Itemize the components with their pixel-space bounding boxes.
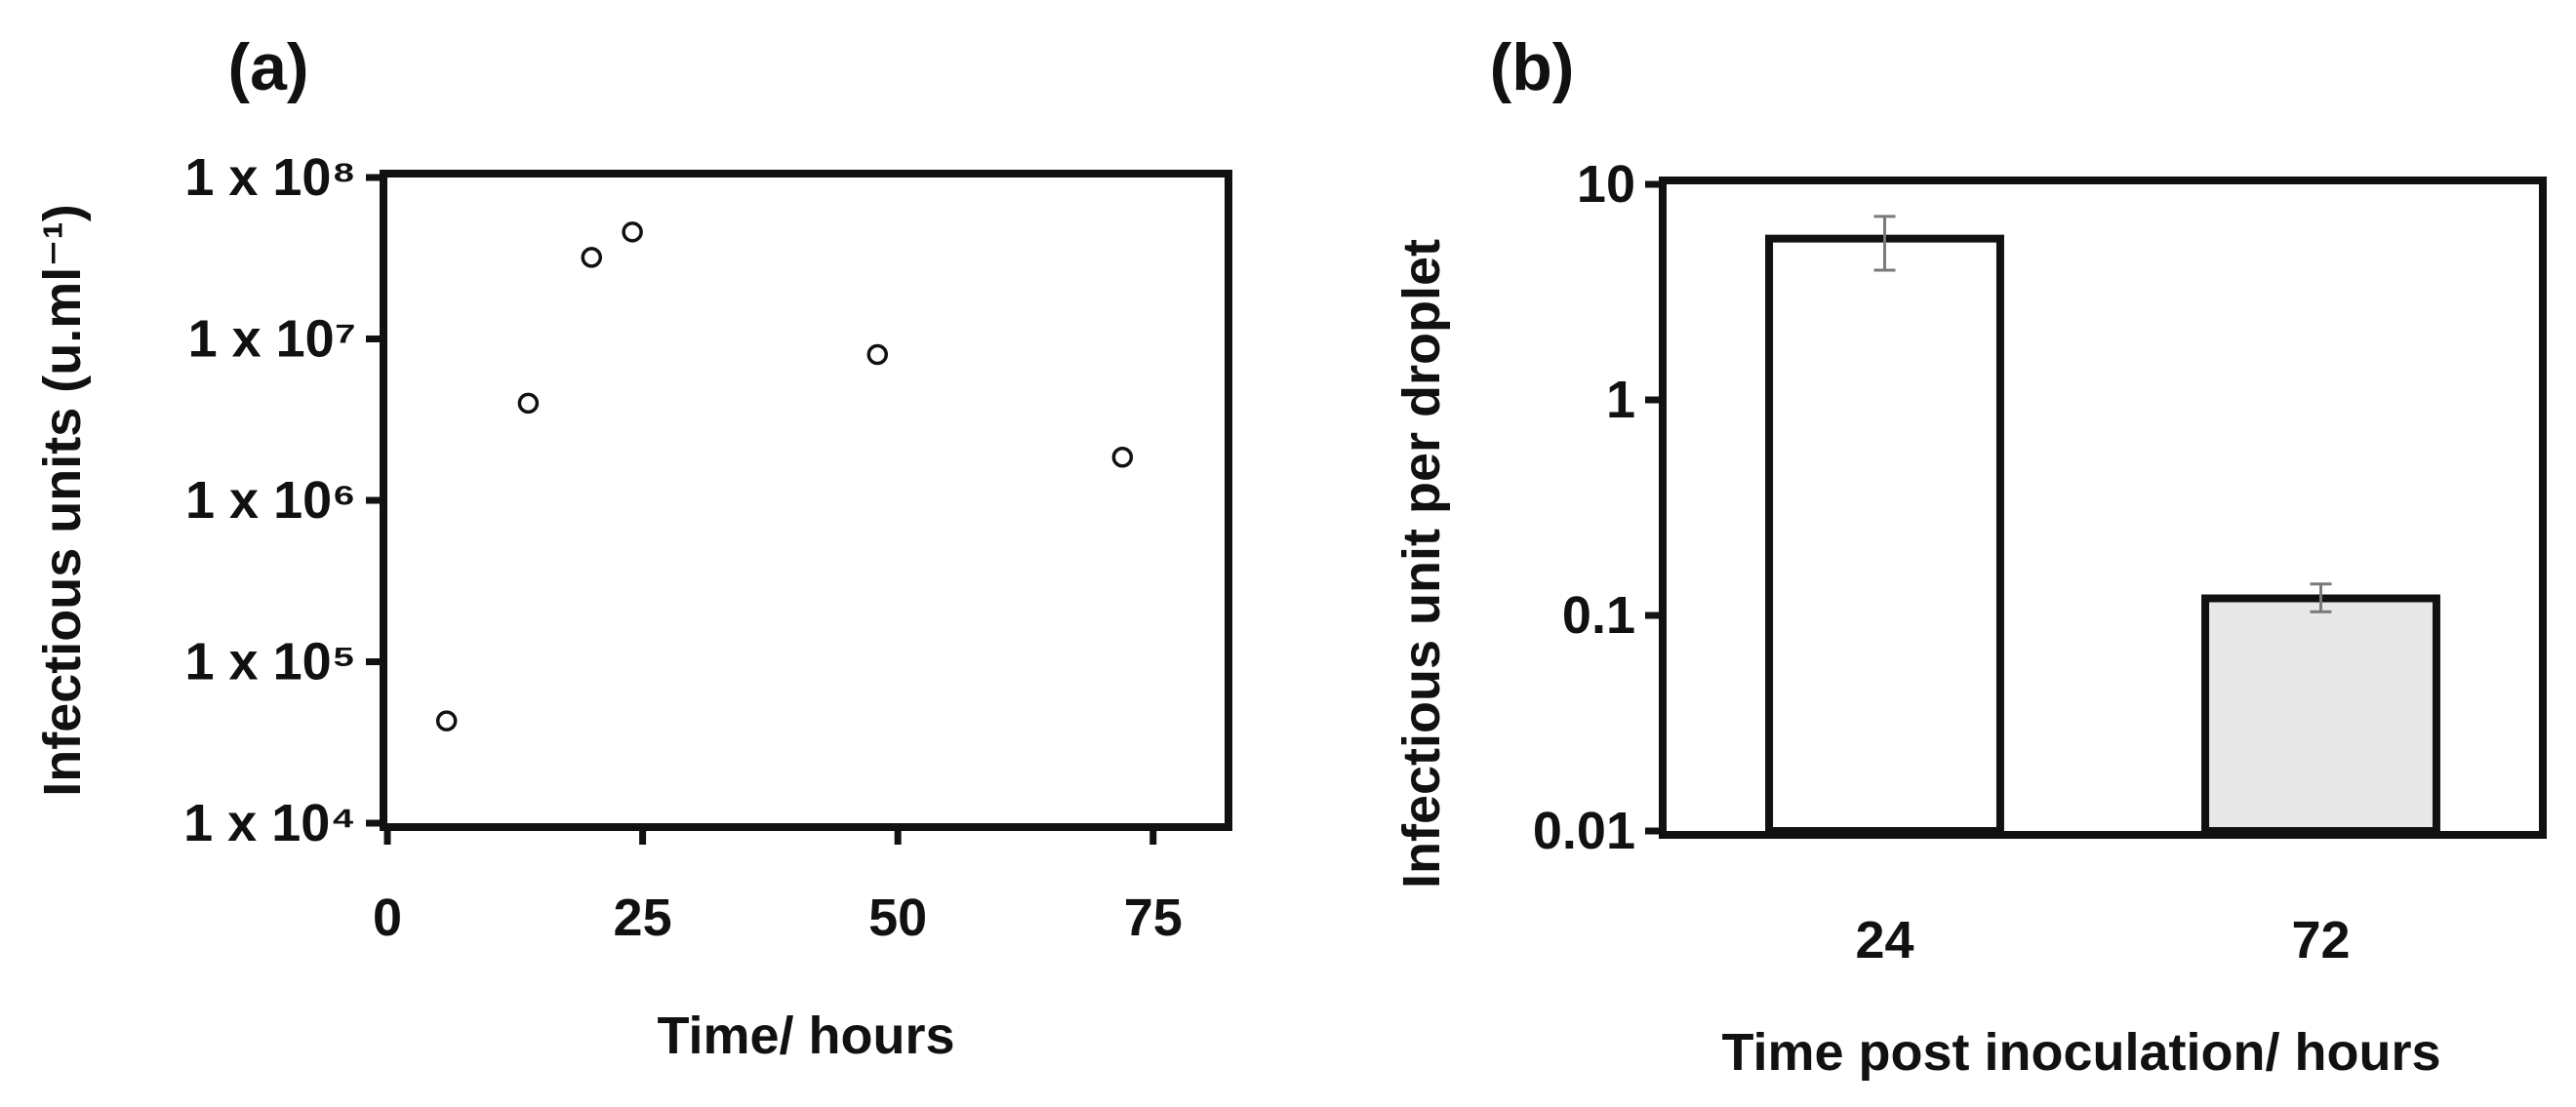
panel-a-data-point bbox=[866, 343, 888, 366]
panel-b-y-tick-label: 0.1 bbox=[1562, 586, 1635, 645]
panel-b-bar bbox=[2201, 594, 2440, 835]
panel-a-label: (a) bbox=[227, 30, 308, 104]
panel-b-y-axis-title: Infectious unit per droplet bbox=[1392, 239, 1451, 889]
panel-b-bars: 24 72 bbox=[1765, 215, 2440, 969]
panel-a-y-tick-label: 1 x 10⁶ bbox=[185, 471, 356, 530]
panel-b: (b) 10 1 0.1 0.01 24 72 Time post inoculatio… bbox=[1392, 30, 2547, 1082]
panel-a-y-axis-title: Infectious units (u.ml⁻¹) bbox=[33, 204, 92, 796]
panel-a-y-axis: 1 x 10⁴ 1 x 10⁵ 1 x 10⁶ 1 x 10⁷ 1 x 10⁸ bbox=[183, 148, 383, 852]
panel-a-y-tick-label: 1 x 10⁴ bbox=[183, 794, 356, 852]
panel-a-x-axis: 0 25 50 75 bbox=[373, 827, 1183, 947]
panel-b-x-axis-title: Time post inoculation/ hours bbox=[1721, 1023, 2440, 1082]
panel-a-data-point bbox=[435, 710, 458, 731]
panel-a-x-axis-title: Time/ hours bbox=[657, 1007, 954, 1065]
panel-a-x-tick-label: 25 bbox=[614, 889, 672, 947]
panel-b-bar bbox=[1765, 234, 2004, 835]
panel-a-x-tick-label: 75 bbox=[1124, 889, 1183, 947]
panel-b-x-tick-label: 72 bbox=[2291, 911, 2350, 969]
panel-b-x-tick-label: 24 bbox=[1855, 911, 1913, 969]
panel-b-label: (b) bbox=[1490, 30, 1575, 104]
panel-a-data-point bbox=[581, 247, 603, 268]
panel-a-data-point bbox=[517, 392, 540, 415]
panel-a-y-tick-label: 1 x 10⁸ bbox=[184, 148, 356, 207]
panel-b-y-tick-label: 10 bbox=[1577, 155, 1635, 214]
panel-a-y-tick-label: 1 x 10⁷ bbox=[188, 310, 356, 369]
panel-a-plot-frame bbox=[380, 170, 1232, 831]
panel-a-x-tick-label: 0 bbox=[373, 889, 402, 947]
panel-a-data-point bbox=[622, 221, 643, 243]
panel-a-points bbox=[435, 221, 1134, 731]
panel-b-y-axis: 10 1 0.1 0.01 bbox=[1533, 155, 1663, 860]
panel-b-y-tick-label: 0.01 bbox=[1533, 802, 1635, 860]
panel-a-y-tick-label: 1 x 10⁵ bbox=[185, 633, 357, 692]
panel-a-x-tick-label: 50 bbox=[868, 889, 927, 947]
panel-a-data-point bbox=[1111, 447, 1134, 468]
panel-b-plot-frame bbox=[1659, 177, 2547, 839]
panel-b-y-tick-label: 1 bbox=[1606, 371, 1635, 429]
